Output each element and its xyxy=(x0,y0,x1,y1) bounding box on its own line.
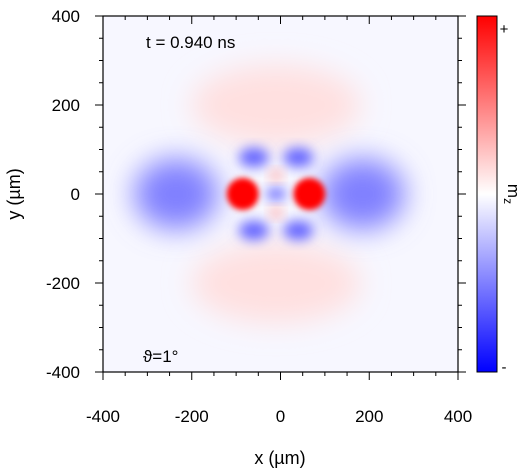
heatmap-features xyxy=(134,64,405,324)
colorbar-label-main: m xyxy=(504,184,518,198)
heatmap-feature xyxy=(238,147,269,168)
heatmap-feature xyxy=(293,177,326,211)
plot-area xyxy=(102,15,459,373)
x-tick-label: -200 xyxy=(175,407,209,426)
x-axis-label: x (µm) xyxy=(254,448,305,468)
colorbar-axis-label: mz xyxy=(501,184,518,204)
time-annotation: t = 0.940 ns xyxy=(146,33,235,52)
colorbar-gradient xyxy=(476,15,498,373)
axis-ticks: -400 -200 0 200 400 400 200 0 -200 -400 xyxy=(46,7,472,426)
y-tick-label: 200 xyxy=(52,96,80,115)
heatmap-feature xyxy=(269,169,283,181)
colorbar-max-label: + xyxy=(500,21,509,38)
heatmap-feature xyxy=(238,220,269,241)
heatmap-feature xyxy=(191,242,361,324)
heatmap-feature xyxy=(283,220,314,241)
y-axis-label: y (µm) xyxy=(4,168,24,219)
heatmap-feature xyxy=(134,158,219,230)
colorbar-label-subscript: z xyxy=(501,198,515,204)
y-tick-label: 400 xyxy=(52,7,80,26)
y-tick-label: -200 xyxy=(46,274,80,293)
colorbar: + - mz xyxy=(476,15,518,376)
angle-annotation: ϑ=1° xyxy=(143,347,178,366)
heatmap-feature xyxy=(283,147,314,168)
y-tick-label: -400 xyxy=(46,363,80,382)
x-tick-label: 400 xyxy=(444,407,472,426)
x-tick-label: 200 xyxy=(355,407,383,426)
colorbar-min-label: - xyxy=(502,359,507,376)
heatmap-feature xyxy=(269,207,283,219)
x-tick-label: -400 xyxy=(86,407,120,426)
heatmap-feature xyxy=(266,187,286,201)
y-tick-label: 0 xyxy=(71,185,80,204)
x-tick-label: 0 xyxy=(276,407,285,426)
heatmap-feature xyxy=(226,177,259,211)
heatmap-feature xyxy=(320,158,405,230)
heatmap-feature xyxy=(191,64,361,146)
